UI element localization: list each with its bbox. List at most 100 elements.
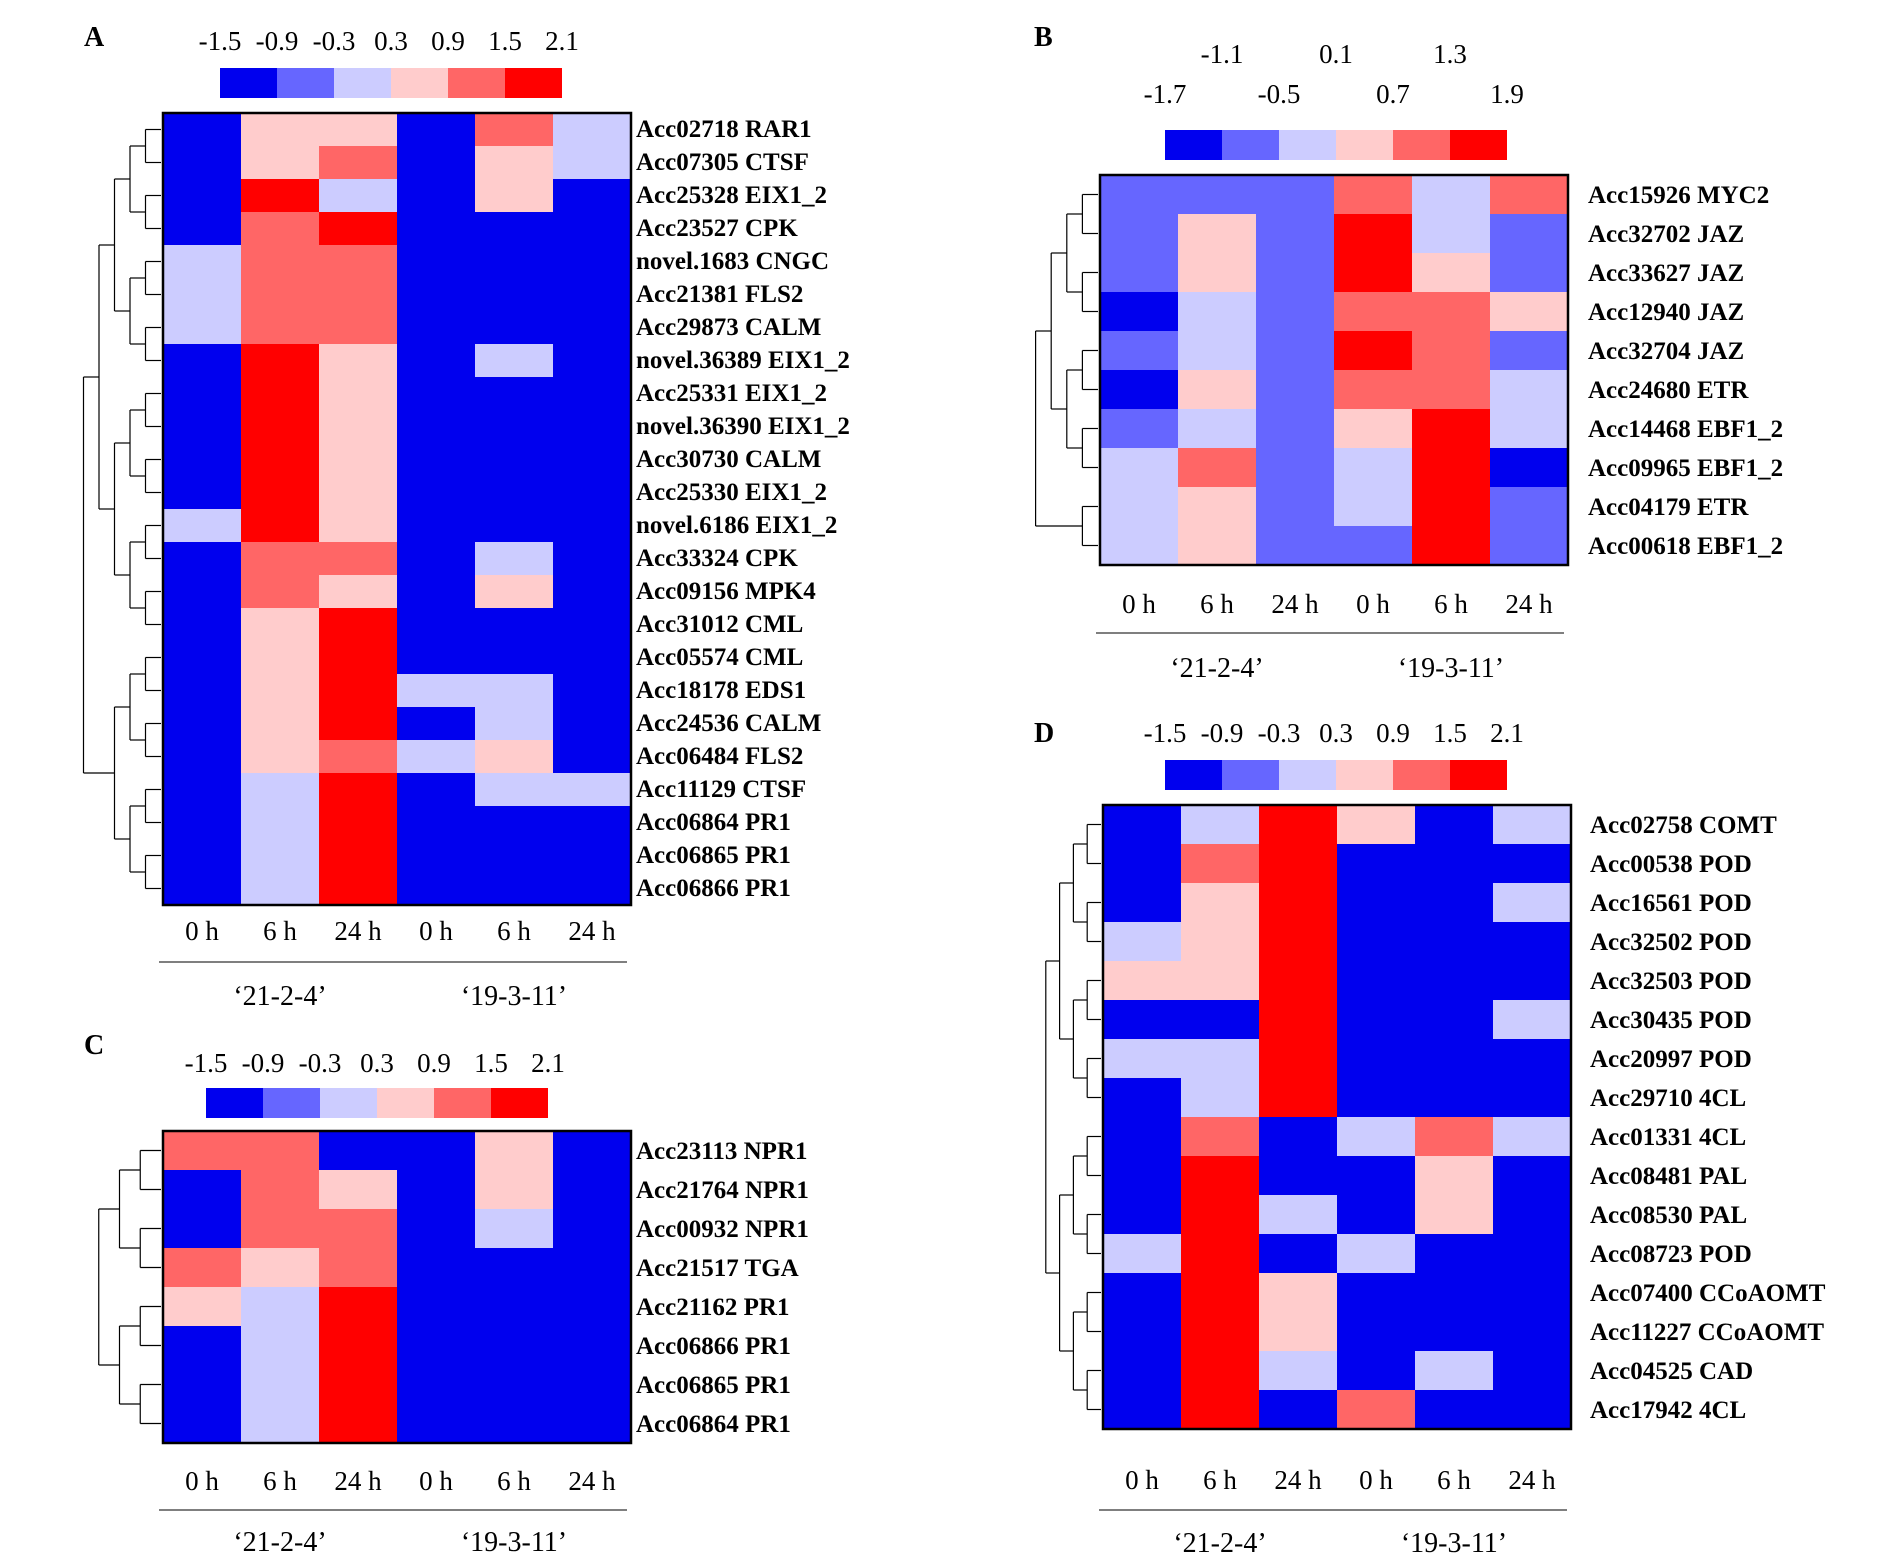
heatmap-cell [1181,1078,1260,1118]
heatmap-cell [1181,1234,1260,1274]
heatmap-border [1098,173,1570,567]
legend-tick-label: -0.9 [1201,718,1244,748]
heatmap-cell [1259,1078,1338,1118]
heatmap-cell [1259,844,1338,884]
legend-swatch [320,1088,377,1118]
heatmap-cell [1490,331,1569,371]
heatmap-cell [1103,844,1182,884]
legend-swatch [1279,130,1336,160]
heatmap-cell [1259,883,1338,923]
heatmap-cell [553,1404,632,1444]
heatmap-cell [319,410,398,444]
heatmap-cell [241,344,320,378]
legend-tick-label: -0.9 [242,1048,285,1078]
heatmap-cell [397,740,476,774]
legend-tick-label: 0.9 [1376,718,1410,748]
row-label: Acc21162 PR1 [636,1294,789,1321]
heatmap-cell [1337,961,1416,1001]
heatmap-cell [1103,883,1182,923]
row-label: Acc21381 FLS2 [636,281,803,308]
row-label: Acc04179 ETR [1588,494,1749,521]
heatmap-cell [1337,1000,1416,1040]
heatmap-cell [241,509,320,543]
heatmap-cell [1493,1039,1572,1079]
column-label: 6 h [1434,589,1468,619]
heatmap-cell [163,1170,242,1210]
heatmap-cell [1415,1117,1494,1157]
column-label: 6 h [497,916,531,946]
heatmap-cell [319,1248,398,1288]
row-label: Acc32502 POD [1590,929,1752,956]
legend-tick-label: 1.5 [1433,718,1467,748]
heatmap-cell [319,1287,398,1327]
heatmap-cell [319,344,398,378]
heatmap-cell [319,179,398,213]
heatmap-cell [241,410,320,444]
heatmap-cell [1103,1000,1182,1040]
row-label: Acc12940 JAZ [1588,299,1744,326]
legend-tick-label: 2.1 [1490,718,1524,748]
heatmap-cell [553,476,632,510]
heatmap-cell [319,278,398,312]
heatmap-cell [553,245,632,279]
row-label: Acc20997 POD [1590,1046,1752,1073]
row-label: Acc06864 PR1 [636,1411,791,1438]
heatmap-cell [1259,1117,1338,1157]
heatmap-cell [397,476,476,510]
heatmap-cell [1259,1390,1338,1430]
row-label: novel.36389 EIX1_2 [636,347,850,374]
heatmap-cell [1415,805,1494,845]
heatmap-cell [1103,1117,1182,1157]
legend-swatch [220,68,277,98]
row-label: Acc09156 MPK4 [636,578,816,605]
heatmap-cell [475,443,554,477]
heatmap-cell [1415,1156,1494,1196]
heatmap-cell [241,674,320,708]
heatmap-cell [1178,253,1257,293]
heatmap-cell [319,740,398,774]
heatmap-cell [241,377,320,411]
heatmap-cell [163,212,242,246]
column-label: 6 h [1200,589,1234,619]
heatmap-cell [1334,175,1413,215]
heatmap-cell [1415,922,1494,962]
column-label: 0 h [1125,1465,1159,1495]
heatmap-cell [319,674,398,708]
heatmap-cell [1178,292,1257,332]
heatmap-cell [1412,487,1491,527]
group-label: ‘19-3-11’ [1401,1528,1507,1559]
heatmap-cell [1493,1000,1572,1040]
heatmap-cell [319,311,398,345]
heatmap-cell [1259,961,1338,1001]
heatmap-cell [553,1170,632,1210]
heatmap-cell [1493,1117,1572,1157]
heatmap-cell [1181,1000,1260,1040]
heatmap-cell [163,113,242,147]
heatmap-cell [241,1209,320,1249]
heatmap-cell [163,311,242,345]
legend-tick-label: 0.3 [360,1048,394,1078]
heatmap-cell [1256,253,1335,293]
heatmap-cell [475,608,554,642]
heatmap-cell [1178,175,1257,215]
heatmap-cell [241,1326,320,1366]
heatmap-cell [163,872,242,906]
heatmap-cell [319,1131,398,1171]
panel-label: A [84,22,105,53]
heatmap-cell [475,1248,554,1288]
legend-swatch [1165,130,1222,160]
heatmap-cell [553,1287,632,1327]
heatmap-cell [163,1131,242,1171]
heatmap-cell [1337,1039,1416,1079]
heatmap-cell [475,1209,554,1249]
legend-swatch [1450,760,1507,790]
column-label: 0 h [1122,589,1156,619]
legend-tick-label: 1.5 [488,26,522,56]
heatmap-cell [319,509,398,543]
heatmap-cell [475,773,554,807]
heatmap-cell [1100,370,1179,410]
heatmap-cell [1256,487,1335,527]
row-label: Acc18178 EDS1 [636,677,806,704]
heatmap-cell [397,1365,476,1405]
heatmap-cell [1103,922,1182,962]
